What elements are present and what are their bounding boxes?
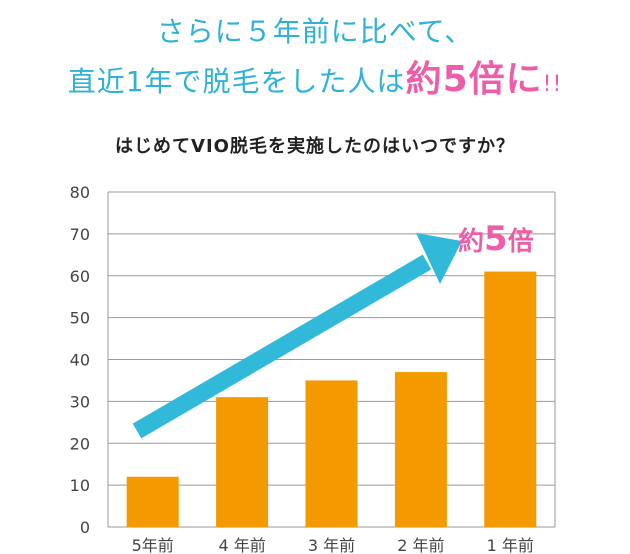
y-tick-label: 30 xyxy=(70,392,90,411)
bar xyxy=(484,271,537,527)
x-tick-label: 3 年前 xyxy=(308,536,355,554)
headline-prefix: 直近1年で脱毛をした人は xyxy=(67,65,406,98)
headline-line-2: 直近1年で脱毛をした人は約5倍に!! xyxy=(0,50,630,102)
y-tick-label: 0 xyxy=(80,518,90,537)
headline-exclamation: !! xyxy=(542,72,563,97)
y-tick-label: 10 xyxy=(70,476,90,495)
annotation-text: 約5倍 xyxy=(458,219,534,259)
x-tick-label: 1 年前 xyxy=(487,536,534,554)
x-tick-label: 2 年前 xyxy=(397,536,444,554)
x-tick-label: 4 年前 xyxy=(218,536,265,554)
bar xyxy=(216,397,269,527)
headline-line-1: さらに５年前に比べて、 xyxy=(156,15,474,48)
trend-arrow-shaft xyxy=(132,254,432,439)
bar xyxy=(126,476,179,527)
y-tick-label: 70 xyxy=(70,225,90,244)
y-tick-label: 80 xyxy=(70,183,90,202)
y-tick-label: 20 xyxy=(70,434,90,453)
bar xyxy=(305,380,358,527)
headline-emphasis: 約5倍に xyxy=(405,59,543,100)
trend-arrow-head xyxy=(416,233,462,284)
y-tick-label: 50 xyxy=(70,309,90,328)
y-tick-label: 40 xyxy=(70,351,90,370)
chart-title: はじめてVIO脱毛を実施したのはいつですか？ xyxy=(115,136,515,157)
y-tick-label: 60 xyxy=(70,267,90,286)
bar xyxy=(394,372,447,527)
x-tick-label: 5年前 xyxy=(132,536,174,554)
